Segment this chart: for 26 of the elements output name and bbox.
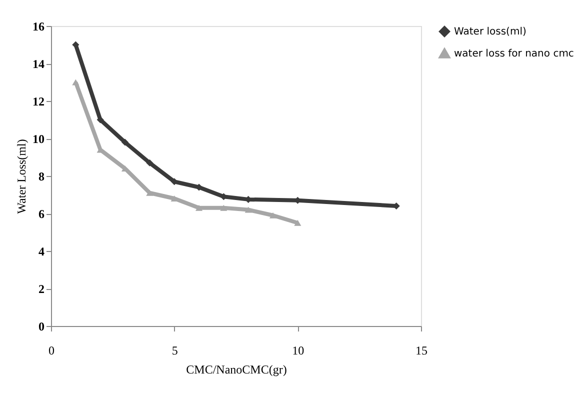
y-axis-title: Water Loss(ml)	[14, 139, 28, 214]
point	[72, 79, 80, 86]
point	[146, 159, 154, 166]
point	[269, 212, 277, 218]
y-tick-label: 14	[32, 57, 44, 71]
point	[146, 190, 154, 196]
y-tick-label: 6	[38, 207, 44, 221]
x-tick-label: 0	[48, 344, 54, 358]
x-tick-label: 15	[416, 344, 428, 358]
point	[195, 204, 203, 211]
y-tick-label: 2	[38, 282, 44, 296]
y-tick-label: 10	[32, 132, 44, 146]
x-tick-label: 10	[292, 344, 304, 358]
x-axis-title: CMC/NanoCMC(gr)	[186, 362, 287, 376]
legend-label: water loss for nano cmc	[454, 48, 574, 60]
point	[294, 220, 302, 226]
y-tick-label: 16	[32, 20, 44, 34]
point	[220, 204, 228, 211]
x-tick-label: 5	[172, 344, 178, 358]
point	[244, 206, 252, 213]
point	[121, 138, 129, 146]
y-tick-label: 8	[38, 170, 44, 184]
y-tick-label: 12	[32, 94, 44, 108]
legend-label: Water loss(ml)	[454, 26, 526, 38]
y-tick-label: 4	[38, 244, 44, 258]
y-tick-label: 0	[38, 320, 44, 334]
